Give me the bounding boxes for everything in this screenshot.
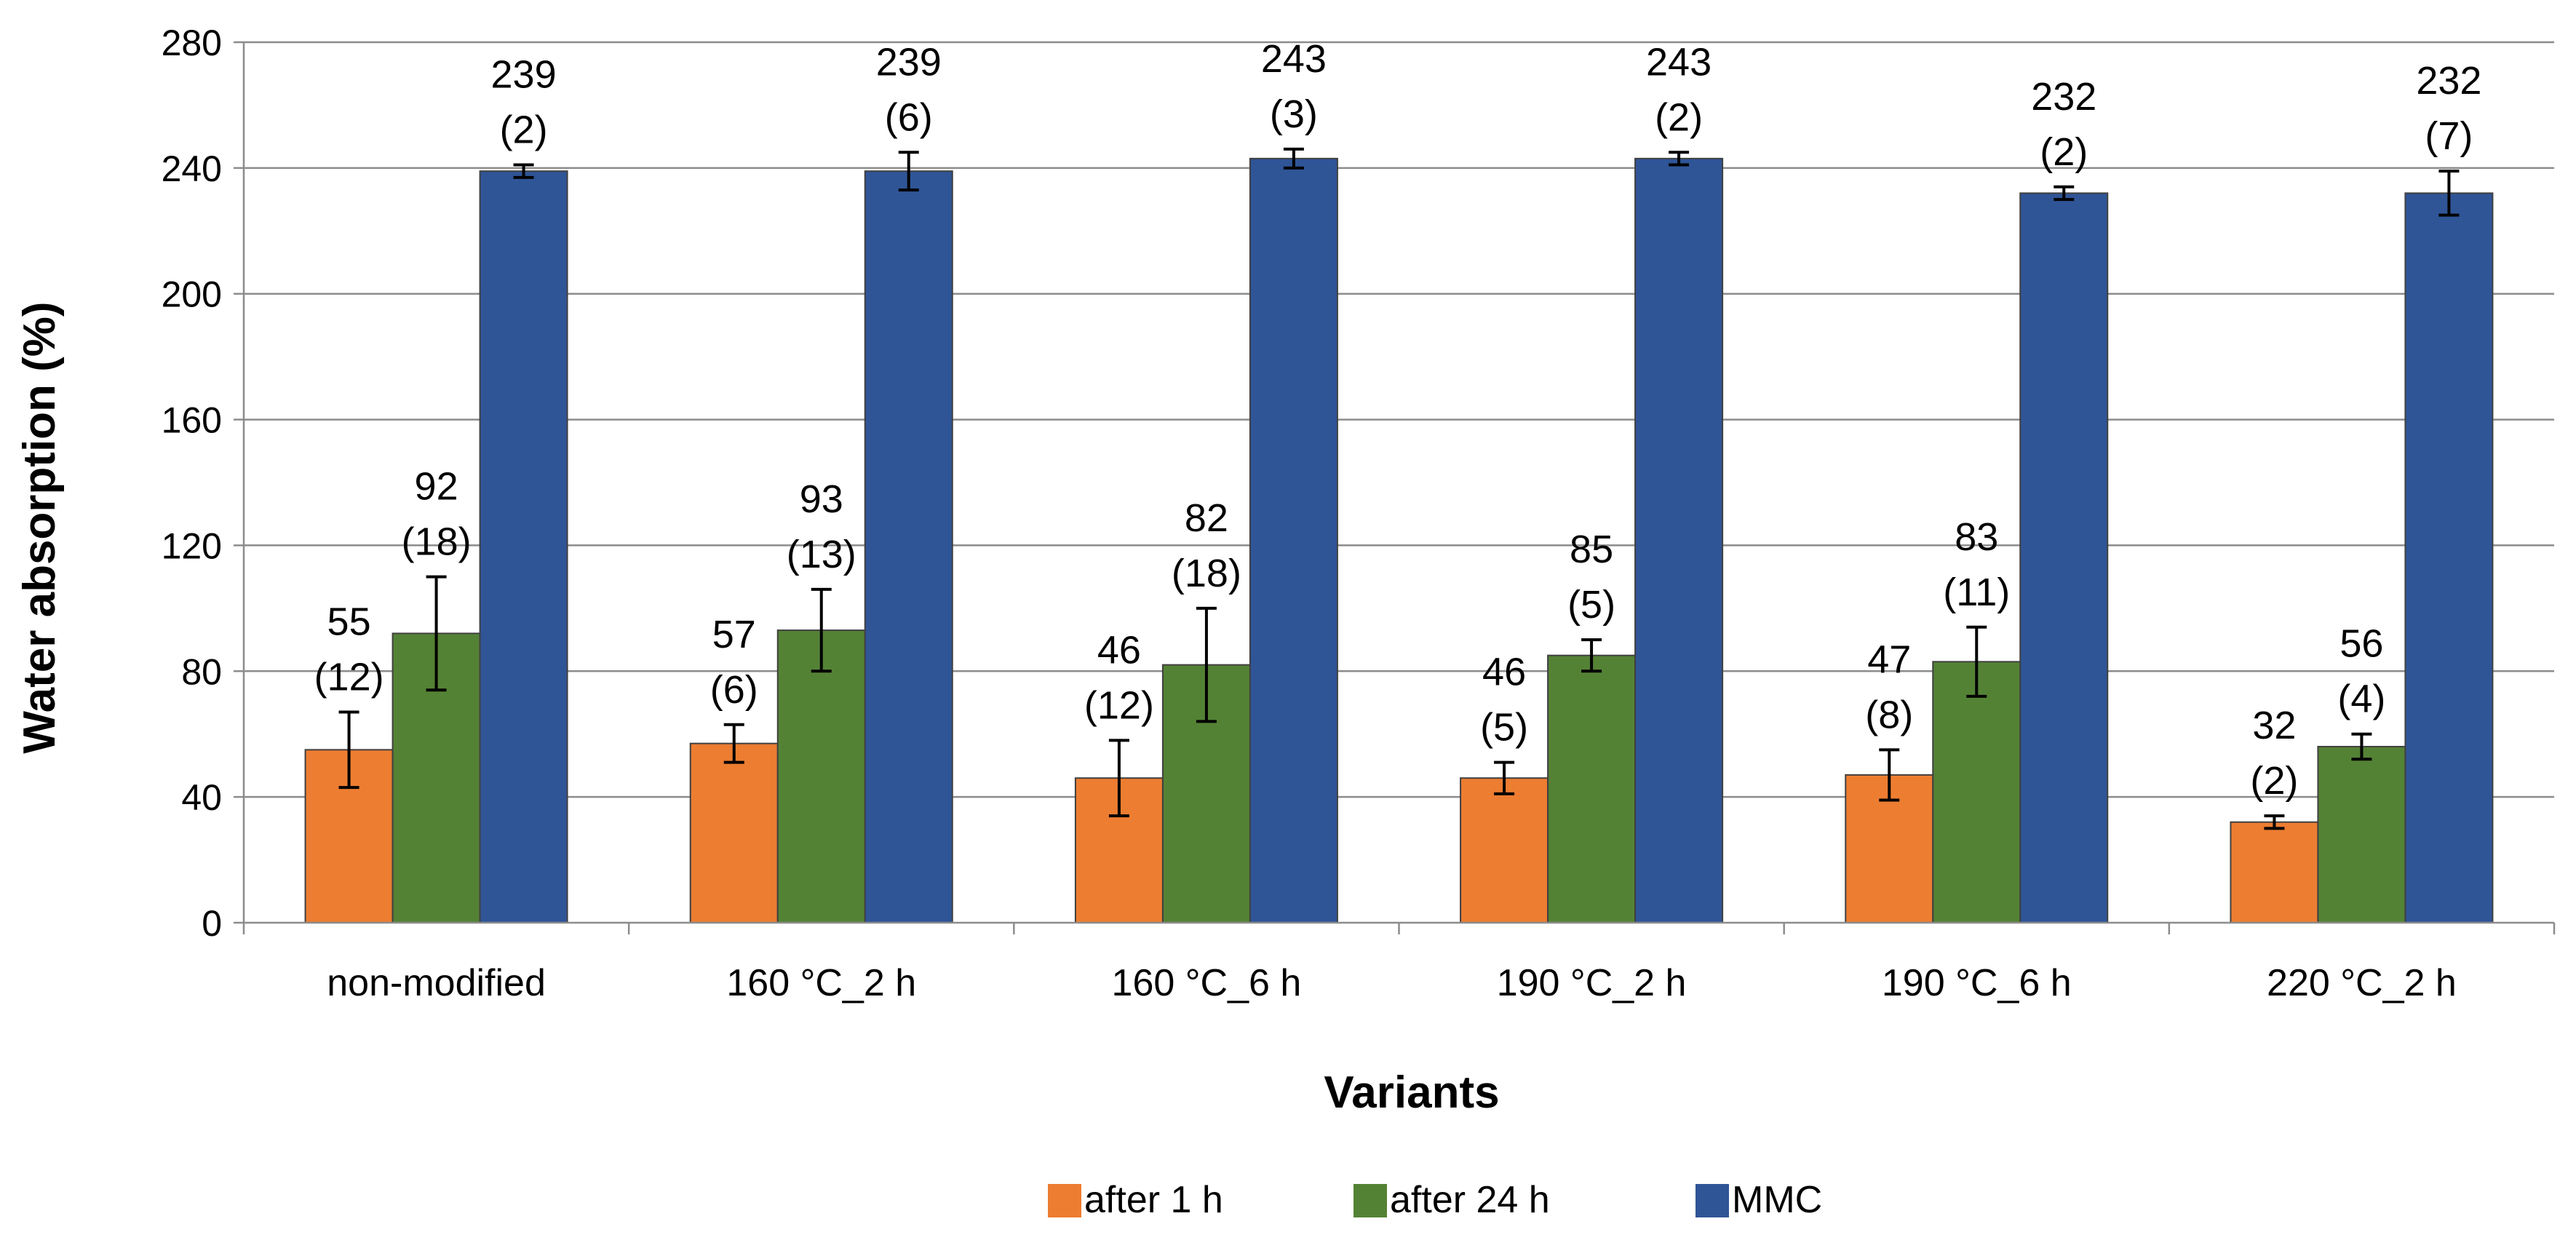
data-label-value: 93 [800,477,843,521]
data-label-value: 47 [1867,637,1911,681]
data-label-value: 239 [491,53,557,97]
x-tick-label: 190 °C_2 h [1497,962,1687,1004]
data-label-error: (6) [885,95,933,139]
legend-label: after 24 h [1390,1179,1550,1221]
data-label-error: (5) [1567,583,1615,627]
data-label-error: (8) [1865,693,1913,736]
data-label-value: 82 [1185,496,1228,540]
bar [1932,661,2022,923]
bar [864,170,953,923]
data-label-value: 243 [1646,40,1712,84]
legend-label: MMC [1732,1179,1822,1221]
legend-swatch [1696,1184,1729,1217]
x-tick-label: non-modified [327,962,546,1004]
data-label-value: 46 [1097,628,1141,672]
y-tick-label: 40 [181,777,222,818]
y-axis-title: Water absorption (%) [15,301,65,753]
data-label-error: (7) [2425,114,2473,158]
bar [479,170,568,923]
data-label-error: (5) [1480,706,1528,750]
data-label-error: (18) [1172,552,1241,595]
x-tick-label: 220 °C_2 h [2267,962,2457,1004]
bar [2230,821,2319,923]
bar [1249,157,1338,924]
data-label-error: (4) [2337,677,2385,721]
y-tick-label: 120 [162,525,222,566]
bar [2019,192,2109,923]
data-label-value: 232 [2031,75,2096,119]
legend: after 1 h after 24 h MMC [1048,1179,1822,1221]
data-label-value: 232 [2416,59,2481,103]
bar [1547,654,1637,924]
x-tick-label: 160 °C_2 h [726,962,916,1004]
y-tick-label: 240 [162,148,222,189]
data-label-error: (2) [2250,759,2298,803]
axes: 0 40 80 120 160 200 240 280 non-modified 160 °C_2… [162,23,2556,1004]
x-tick-label: 160 °C_6 h [1112,962,1302,1004]
data-label-value: 57 [712,613,756,656]
data-label-value: 85 [1570,528,1613,571]
bar [689,742,779,924]
y-tick-label: 160 [162,400,222,441]
gridlines [244,41,2554,798]
bar [2317,746,2406,923]
x-tick-label: 190 °C_6 h [1882,962,2072,1004]
data-label-value: 55 [327,600,371,643]
data-label-value: 92 [415,465,458,509]
data-label-value: 32 [2252,704,2296,747]
legend-swatch [1353,1184,1387,1217]
data-label-value: 46 [1482,651,1526,694]
data-label-error: (18) [402,520,472,564]
data-label-value: 83 [1955,515,1998,559]
y-tick-label: 80 [181,651,222,692]
y-tick-label: 0 [202,903,222,944]
bar [1460,777,1549,923]
data-label-error: (6) [710,668,758,712]
bar [776,629,866,923]
data-label-error: (2) [1655,95,1703,139]
data-label-error: (2) [500,108,548,152]
x-axis-title: Variants [1324,1068,1499,1118]
y-tick-label: 200 [162,274,222,315]
bar-series [304,147,2494,924]
data-label-error: (13) [787,533,856,576]
data-label-error: (12) [1084,683,1154,727]
bar [2404,192,2494,923]
data-label-value: 243 [1261,37,1327,81]
y-tick-label: 280 [162,23,222,63]
data-label-error: (3) [1270,92,1318,136]
data-label-error: (12) [314,655,384,699]
data-label-error: (11) [1943,571,2010,614]
legend-swatch [1048,1184,1081,1217]
data-label-value: 56 [2340,622,2383,666]
data-label-value: 239 [876,40,942,84]
data-label-error: (2) [2040,130,2088,174]
legend-label: after 1 h [1084,1179,1223,1221]
bar [1634,157,1724,924]
data-labels: (12) 55 (6) 57 (12) 46 (5) 46 (8) 47 (2) 32 (18) 92 (1… [314,37,2482,803]
